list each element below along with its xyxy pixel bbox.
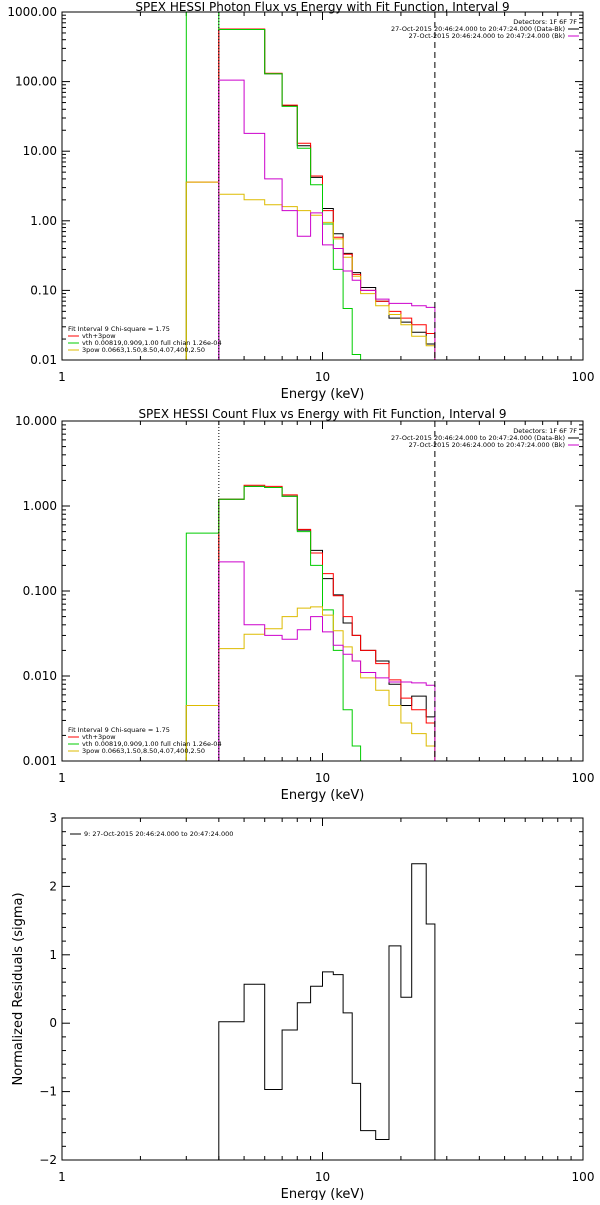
legend-fit-label: Fit Interval 9 Chi-square = 1.75 — [68, 726, 170, 734]
y-tick-label: 1.000 — [23, 499, 57, 513]
plot-frame — [61, 11, 584, 361]
x-tick-label: 100 — [572, 1170, 595, 1184]
y-tick-label: 1000.00 — [7, 5, 57, 19]
series-line-bk — [218, 561, 436, 761]
legend-fit-label: vth+3pow — [82, 332, 116, 340]
x-tick-label: 100 — [572, 771, 595, 785]
x-tick-label: 10 — [315, 370, 330, 384]
legend-topright-label: 27-Oct-2015 20:46:24.000 to 20:47:24.000… — [391, 434, 565, 442]
x-tick-label: 10 — [315, 1170, 330, 1184]
y-tick-label: 0.01 — [30, 353, 57, 367]
series-line-bk — [218, 79, 436, 360]
plot-frame — [61, 817, 584, 1161]
y-tick-label: 3 — [49, 811, 57, 825]
y-tick-label: 0.100 — [23, 584, 57, 598]
series-line-data-bk — [218, 29, 436, 360]
y-tick-label: 0 — [49, 1016, 57, 1030]
series-line-3pow — [185, 606, 436, 761]
y-tick-label: −2 — [39, 1153, 57, 1167]
y-axis-label: Normalized Residuals (sigma) — [11, 892, 26, 1085]
y-tick-label: 1.00 — [30, 214, 57, 228]
chart-3: 1 10 100 −2 −1 0 1 2 3 Energy (keV) Normalized Res… — [11, 811, 595, 1202]
legend-residual-label: 9: 27-Oct-2015 20:46:24.000 to 20:47:24.… — [84, 830, 233, 838]
legend-fit-label: vth+3pow — [82, 733, 116, 741]
y-tick-label: 10.000 — [15, 414, 57, 428]
chart-1: SPEX HESSI Photon Flux vs Energy with Fi… — [7, 0, 594, 402]
x-axis-label: Energy (keV) — [281, 1187, 365, 1200]
series-line-3pow — [185, 181, 436, 360]
series-line-residuals — [218, 863, 436, 1160]
y-tick-label: 100.00 — [15, 75, 57, 89]
legend-fit-label: vth 0.00819,0.909,1.00 full chian 1.26e-… — [82, 339, 222, 347]
y-tick-label: 0.010 — [23, 669, 57, 683]
x-tick-label: 1 — [58, 1170, 66, 1184]
series-group — [218, 863, 436, 1160]
series-group — [185, 484, 436, 761]
legend-fit-label: Fit Interval 9 Chi-square = 1.75 — [68, 325, 170, 333]
chart-title: SPEX HESSI Count Flux vs Energy with Fit… — [138, 407, 506, 421]
series-line-vth-3pow — [185, 484, 436, 761]
legend-topright-label: 27-Oct-2015 20:46:24.000 to 20:47:24.000… — [409, 32, 565, 40]
chart-2: SPEX HESSI Count Flux vs Energy with Fit… — [15, 407, 594, 803]
legend-topright-label: 27-Oct-2015 20:46:24.000 to 20:47:24.000… — [391, 25, 565, 33]
y-tick-label: −1 — [39, 1085, 57, 1099]
y-tick-label: 2 — [49, 879, 57, 893]
x-tick-label: 100 — [572, 370, 595, 384]
y-tick-label: 0.10 — [30, 283, 57, 297]
series-line-vth — [185, 485, 435, 761]
legend-topright-label: 27-Oct-2015 20:46:24.000 to 20:47:24.000… — [409, 441, 565, 449]
x-tick-label: 10 — [315, 771, 330, 785]
series-group — [185, 12, 436, 360]
x-axis-label: Energy (keV) — [281, 788, 365, 803]
y-tick-label: 1 — [49, 948, 57, 962]
series-line-vth — [185, 12, 435, 360]
legend-topright-label: Detectors: 1F 6F 7F — [513, 427, 577, 435]
series-line-data-bk — [218, 485, 436, 761]
x-tick-label: 1 — [58, 771, 66, 785]
plot-frame — [61, 420, 584, 762]
y-tick-label: 0.001 — [23, 754, 57, 768]
legend-topright-label: Detectors: 1F 6F 7F — [513, 18, 577, 26]
legend-fit-label: 3pow 0.0663,1.50,8.50,4.07,400,2.50 — [82, 747, 205, 755]
chart-title: SPEX HESSI Photon Flux vs Energy with Fi… — [135, 0, 509, 14]
x-tick-label: 1 — [58, 370, 66, 384]
x-axis-label: Energy (keV) — [281, 387, 365, 402]
legend-fit-label: 3pow 0.0663,1.50,8.50,4.07,400,2.50 — [82, 346, 205, 354]
y-tick-label: 10.00 — [23, 144, 57, 158]
legend-fit-label: vth 0.00819,0.909,1.00 full chian 1.26e-… — [82, 740, 222, 748]
